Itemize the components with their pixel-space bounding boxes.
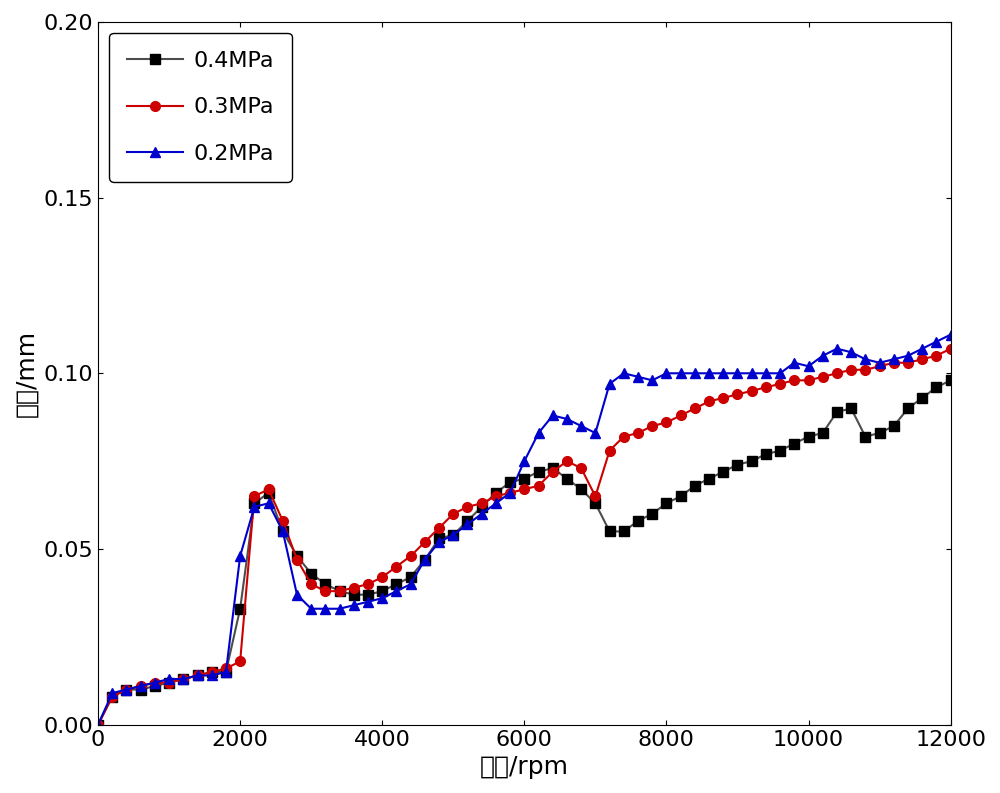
0.3MPa — [945, 344, 957, 354]
Line: 0.3MPa: 0.3MPa — [93, 344, 955, 730]
Legend: 0.4MPa, 0.3MPa, 0.2MPa: 0.4MPa, 0.3MPa, 0.2MPa — [109, 33, 292, 182]
0.4MPa — [390, 580, 402, 589]
0.3MPa — [291, 555, 303, 565]
0.4MPa — [547, 463, 559, 473]
0.4MPa — [291, 551, 303, 561]
0.2MPa — [92, 720, 104, 730]
Y-axis label: 振幅/mm: 振幅/mm — [14, 330, 38, 417]
0.3MPa — [92, 720, 104, 730]
0.2MPa — [604, 379, 616, 389]
0.2MPa — [945, 330, 957, 339]
0.2MPa — [263, 499, 275, 508]
0.3MPa — [547, 467, 559, 477]
0.3MPa — [390, 561, 402, 571]
0.3MPa — [831, 369, 843, 378]
0.3MPa — [604, 446, 616, 455]
0.4MPa — [92, 720, 104, 730]
0.2MPa — [291, 590, 303, 600]
0.4MPa — [263, 488, 275, 497]
Line: 0.4MPa: 0.4MPa — [93, 375, 955, 730]
0.2MPa — [547, 411, 559, 420]
0.2MPa — [831, 344, 843, 354]
0.3MPa — [263, 485, 275, 494]
0.4MPa — [945, 376, 957, 385]
0.2MPa — [390, 586, 402, 596]
Line: 0.2MPa: 0.2MPa — [93, 330, 955, 730]
X-axis label: 转速/rpm: 转速/rpm — [480, 755, 569, 779]
0.4MPa — [831, 407, 843, 416]
0.4MPa — [604, 527, 616, 536]
